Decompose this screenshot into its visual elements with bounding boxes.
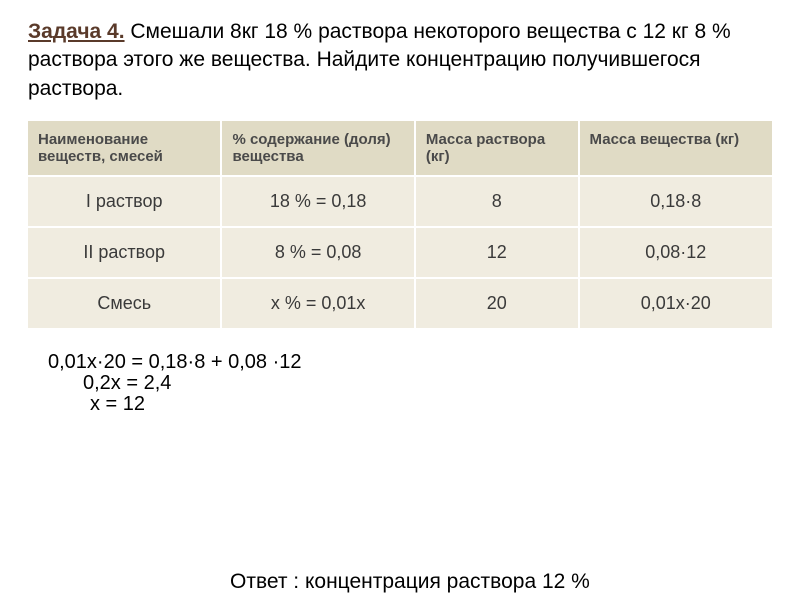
problem-label: Задача 4.	[28, 20, 125, 43]
table-row: Смесь x % = 0,01x 20 0,01x·20	[28, 278, 772, 328]
problem-text: Смешали 8кг 18 % раствора некоторого вещ…	[28, 20, 731, 100]
cell-mass-solution: 8	[415, 176, 579, 227]
cell-name: I раствор	[28, 176, 221, 227]
table-row: I раствор 18 % = 0,18 8 0,18·8	[28, 176, 772, 227]
answer-text: Ответ : концентрация раствора 12 %	[230, 570, 590, 594]
equations-block: 0,01x·20 = 0,18·8 + 0,08 ·12 0,2x = 2,4 …	[28, 350, 772, 417]
cell-name: Смесь	[28, 278, 221, 328]
cell-mass-solution: 12	[415, 227, 579, 278]
problem-title: Задача 4. Смешали 8кг 18 % раствора неко…	[28, 18, 772, 103]
cell-mass-substance: 0,01x·20	[579, 278, 772, 328]
cell-percent: 18 % = 0,18	[221, 176, 414, 227]
col-header-mass-solution: Масса раствора (кг)	[415, 121, 579, 176]
cell-mass-solution: 20	[415, 278, 579, 328]
table-header-row: Наименование веществ, смесей % содержани…	[28, 121, 772, 176]
cell-percent: 8 % = 0,08	[221, 227, 414, 278]
cell-mass-substance: 0,18·8	[579, 176, 772, 227]
solution-table: Наименование веществ, смесей % содержани…	[28, 121, 772, 328]
cell-mass-substance: 0,08·12	[579, 227, 772, 278]
table-row: II раствор 8 % = 0,08 12 0,08·12	[28, 227, 772, 278]
equation-line-3: x = 12	[90, 392, 772, 417]
col-header-name: Наименование веществ, смесей	[28, 121, 221, 176]
cell-name: II раствор	[28, 227, 221, 278]
cell-percent: x % = 0,01x	[221, 278, 414, 328]
col-header-mass-substance: Масса вещества (кг)	[579, 121, 772, 176]
col-header-percent: % содержание (доля) вещества	[221, 121, 414, 176]
